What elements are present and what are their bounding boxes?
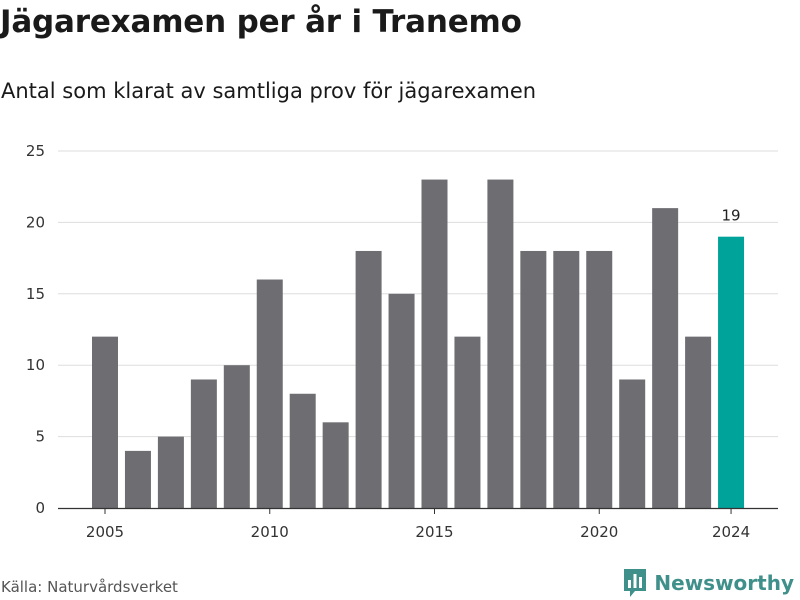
y-tick-label: 0 (35, 499, 45, 517)
data-label-2024: 19 (722, 207, 741, 225)
x-axis-tick-labels: 2005 2010 2015 2020 2024 (86, 508, 750, 541)
bar-2006 (124, 450, 151, 508)
y-axis-tick-labels: 0 5 10 15 20 25 (26, 142, 45, 517)
x-tick-label: 2005 (86, 523, 124, 541)
y-tick-label: 10 (26, 356, 45, 374)
bar-chart-logo-icon (623, 568, 647, 598)
bar-2009 (223, 365, 250, 508)
y-tick-label: 20 (26, 213, 45, 231)
x-tick-label: 2024 (712, 523, 750, 541)
bar-2005 (92, 336, 118, 508)
bar-2014 (388, 293, 415, 508)
y-tick-label: 25 (26, 142, 45, 160)
bar-2019 (553, 250, 580, 508)
data-labels: 19 (722, 207, 741, 225)
bar-2015 (421, 179, 448, 508)
bar-2024 (718, 236, 745, 508)
bars (92, 179, 745, 508)
bar-2012 (322, 422, 349, 508)
brand: Newsworthy (623, 568, 794, 598)
bar-2023 (685, 336, 712, 508)
bar-2016 (454, 336, 481, 508)
chart-subtitle: Antal som klarat av samtliga prov för jä… (1, 79, 537, 103)
y-tick-label: 5 (35, 428, 45, 446)
bar-2021 (619, 379, 646, 508)
x-tick-label: 2015 (415, 523, 453, 541)
bar-2013 (355, 250, 382, 508)
bar-2010 (256, 279, 283, 508)
bar-2018 (520, 250, 547, 508)
y-tick-label: 15 (26, 285, 45, 303)
bar-2011 (289, 393, 316, 508)
bar-2008 (190, 379, 217, 508)
x-tick-label: 2020 (580, 523, 618, 541)
source-note: Källa: Naturvårdsverket (1, 578, 178, 596)
bar-2022 (652, 208, 679, 508)
bar-2007 (157, 436, 184, 508)
brand-name: Newsworthy (654, 571, 794, 595)
x-tick-label: 2010 (251, 523, 289, 541)
bar-2017 (487, 179, 514, 508)
chart-title: Jägarexamen per år i Tranemo (0, 4, 522, 40)
bar-2020 (586, 250, 613, 508)
